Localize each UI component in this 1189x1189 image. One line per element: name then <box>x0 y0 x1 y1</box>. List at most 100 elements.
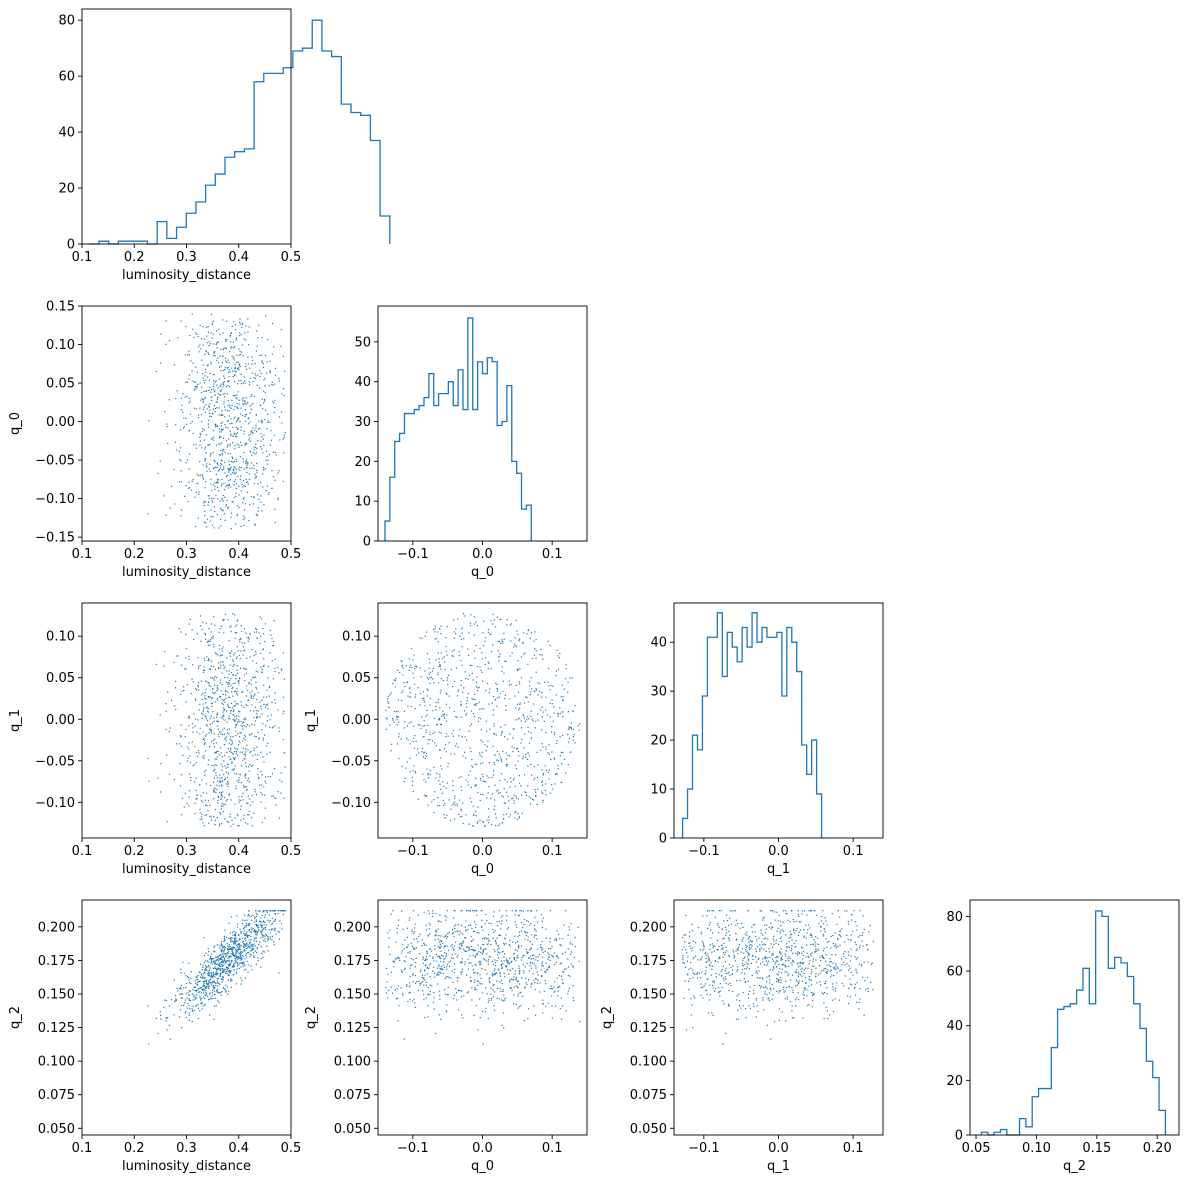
scatter-point <box>562 734 564 736</box>
scatter-point <box>396 719 398 721</box>
scatter-point <box>222 956 224 958</box>
scatter-point <box>260 652 262 654</box>
scatter-point <box>518 782 521 784</box>
scatter-point <box>255 710 257 712</box>
scatter-point <box>233 772 236 775</box>
scatter-point <box>221 769 223 771</box>
scatter-point <box>235 952 238 954</box>
scatter-point <box>481 708 483 710</box>
scatter-point <box>260 419 262 421</box>
scatter-point <box>204 1004 206 1006</box>
scatter-point <box>216 991 218 993</box>
scatter-point <box>236 402 238 405</box>
scatter-point <box>263 632 265 635</box>
scatter-point <box>504 660 506 662</box>
scatter-point <box>498 910 500 912</box>
scatter-point <box>230 986 232 989</box>
scatter-point <box>269 920 271 922</box>
scatter-point <box>213 374 215 376</box>
scatter-point <box>451 804 453 806</box>
scatter-point <box>165 999 167 1002</box>
scatter-point <box>240 383 243 385</box>
scatter-point <box>444 993 446 995</box>
scatter-point <box>530 677 532 679</box>
scatter-point <box>272 384 274 386</box>
scatter-point <box>559 1008 561 1010</box>
scatter-point <box>516 986 519 989</box>
scatter-point <box>174 705 176 707</box>
scatter-point <box>445 952 447 954</box>
scatter-point <box>517 812 519 815</box>
scatter-point <box>478 686 480 689</box>
scatter-point <box>458 777 460 779</box>
scatter-point <box>542 711 544 713</box>
scatter-point <box>480 669 482 671</box>
scatter-point <box>389 724 391 726</box>
scatter-point <box>199 440 202 442</box>
scatter-point <box>264 398 266 401</box>
scatter-point <box>199 987 201 989</box>
scatter-point <box>216 725 219 727</box>
scatter-point <box>390 913 392 915</box>
scatter-point <box>473 910 475 912</box>
scatter-point <box>227 957 229 959</box>
scatter-point <box>553 991 555 993</box>
scatter-point <box>208 341 210 343</box>
scatter-point <box>227 766 229 768</box>
scatter-point <box>527 726 529 728</box>
scatter-point <box>258 324 260 326</box>
scatter-point <box>551 995 553 997</box>
scatter-point <box>274 508 276 510</box>
scatter-point <box>409 696 411 698</box>
scatter-point <box>209 412 211 414</box>
scatter-point <box>513 976 515 978</box>
scatter-point <box>500 726 502 728</box>
scatter-point <box>568 926 570 928</box>
scatter-point <box>262 627 264 630</box>
scatter-point <box>229 945 231 948</box>
scatter-point <box>245 934 247 936</box>
scatter-point <box>509 979 511 981</box>
y-tick-label: 0.10 <box>46 630 75 645</box>
scatter-point <box>199 733 201 735</box>
scatter-point <box>248 810 251 813</box>
scatter-point <box>388 989 390 991</box>
scatter-point <box>194 525 197 528</box>
scatter-point <box>210 332 212 334</box>
scatter-point <box>242 400 244 402</box>
scatter-point <box>207 708 209 710</box>
scatter-point <box>553 731 556 734</box>
scatter-point <box>500 990 502 992</box>
scatter-point <box>491 972 493 974</box>
scatter-point <box>194 812 196 815</box>
scatter-point <box>257 926 260 929</box>
scatter-point <box>530 982 533 985</box>
scatter-point <box>533 1005 535 1007</box>
scatter-point <box>488 703 490 705</box>
scatter-point <box>264 418 266 421</box>
scatter-point <box>503 953 506 955</box>
scatter-point <box>453 963 456 965</box>
scatter-point <box>467 910 469 912</box>
scatter-point <box>231 946 233 949</box>
scatter-point <box>487 631 489 633</box>
y-tick-label: 0 <box>659 832 667 847</box>
scatter-point <box>479 799 481 802</box>
scatter-point <box>206 814 208 816</box>
scatter-point <box>231 743 233 745</box>
scatter-point <box>413 998 415 1000</box>
scatter-point <box>427 774 429 776</box>
scatter-point <box>440 968 442 970</box>
scatter-point <box>216 407 218 409</box>
scatter-point <box>462 822 464 825</box>
scatter-point <box>217 1000 219 1002</box>
scatter-point <box>403 1038 405 1040</box>
scatter-point <box>235 371 237 373</box>
scatter-point <box>210 957 212 960</box>
scatter-point <box>227 747 229 750</box>
scatter-point <box>199 812 201 814</box>
scatter-point <box>213 765 215 767</box>
scatter-point <box>496 690 498 692</box>
scatter-point <box>443 814 445 816</box>
scatter-point <box>226 959 228 962</box>
